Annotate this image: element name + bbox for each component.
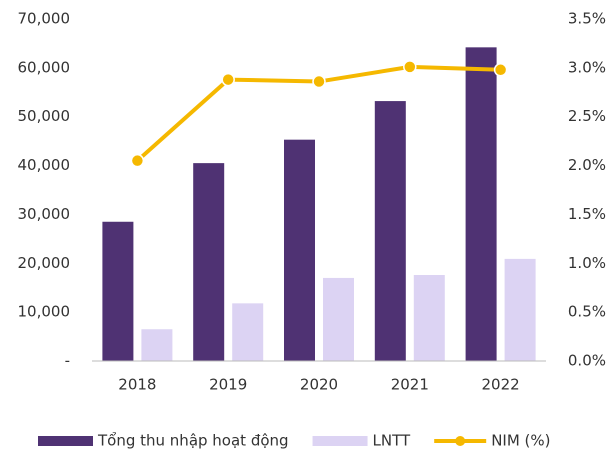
bar bbox=[413, 275, 445, 361]
y-tick-label: 10,000 bbox=[18, 303, 71, 321]
bar bbox=[102, 221, 134, 361]
y2-tick-label: 2.0% bbox=[568, 156, 606, 174]
legend-label: Tổng thu nhập hoạt động bbox=[97, 432, 289, 450]
x-tick-label: 2021 bbox=[391, 376, 429, 394]
y-tick-label: 50,000 bbox=[18, 107, 71, 125]
legend-marker bbox=[455, 436, 466, 446]
bar bbox=[323, 277, 354, 361]
marker bbox=[221, 72, 235, 87]
legend-swatch bbox=[38, 436, 93, 446]
x-tick-label: 2019 bbox=[209, 376, 247, 394]
y-tick-label: 20,000 bbox=[18, 254, 71, 272]
y-tick-label: - bbox=[65, 352, 70, 370]
x-tick-label: 2020 bbox=[300, 376, 338, 394]
marker bbox=[403, 60, 417, 74]
legend-label: LNTT bbox=[373, 432, 411, 450]
y2-tick-label: 1.0% bbox=[568, 254, 606, 272]
bar bbox=[193, 163, 225, 361]
bar bbox=[374, 101, 406, 361]
y-tick-label: 40,000 bbox=[18, 156, 71, 174]
y2-tick-label: 2.5% bbox=[568, 107, 606, 125]
bar bbox=[141, 329, 173, 361]
y2-tick-label: 0.0% bbox=[568, 352, 606, 370]
y-tick-label: 70,000 bbox=[18, 10, 71, 28]
y2-tick-label: 3.5% bbox=[568, 10, 606, 28]
y-tick-label: 30,000 bbox=[18, 205, 71, 223]
y2-tick-label: 0.5% bbox=[568, 303, 606, 321]
x-tick-label: 2018 bbox=[118, 376, 156, 394]
y2-tick-label: 1.5% bbox=[568, 205, 606, 223]
bar bbox=[284, 139, 315, 361]
y-tick-label: 60,000 bbox=[18, 58, 71, 76]
legend-label: NIM (%) bbox=[491, 432, 550, 450]
y2-tick-label: 3.0% bbox=[568, 58, 606, 76]
marker bbox=[493, 63, 508, 77]
legend-swatch bbox=[312, 436, 368, 446]
x-tick-label: 2022 bbox=[482, 376, 520, 394]
bar bbox=[465, 47, 497, 361]
bar bbox=[504, 258, 536, 361]
marker bbox=[312, 74, 326, 89]
bar bbox=[232, 303, 264, 361]
marker bbox=[130, 153, 145, 168]
